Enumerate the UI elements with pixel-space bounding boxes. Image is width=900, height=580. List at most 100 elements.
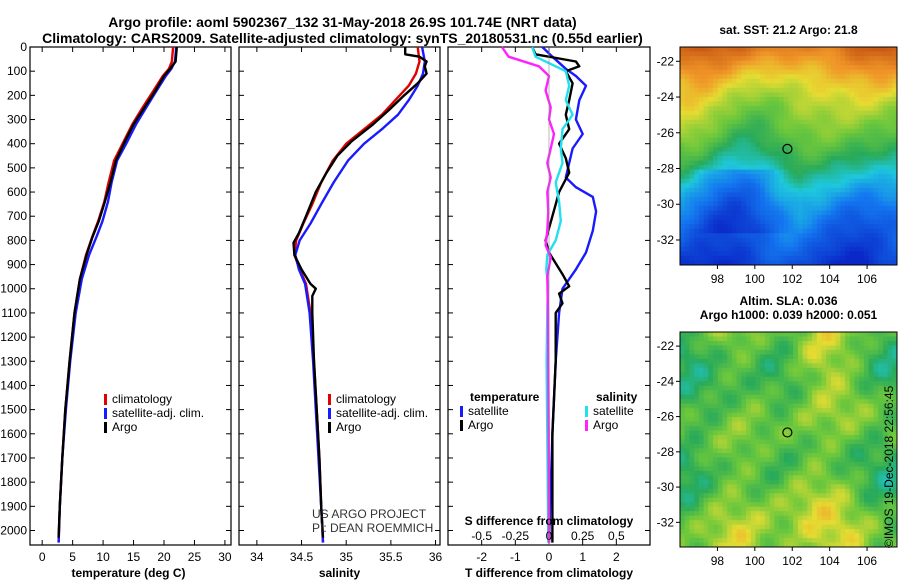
sst-map-cell: [821, 237, 827, 243]
sla-map-cell: [849, 520, 855, 526]
sst-map-cell: [779, 146, 785, 152]
sla-map-cell: [689, 529, 695, 534]
sst-map-cell: [680, 87, 686, 93]
sst-map-cell: [863, 237, 870, 243]
sst-map-cell: [793, 124, 799, 130]
sla-map-cell: [868, 363, 874, 369]
sst-map-cell: [694, 228, 700, 234]
sla-map-cell: [727, 336, 733, 342]
sla-map-cell: [821, 520, 827, 526]
sla-map-cell: [736, 408, 742, 414]
sst-map-cell: [821, 69, 827, 75]
sla-map-cell: [774, 475, 780, 481]
sla-map-cell: [788, 340, 794, 346]
sla-map-cell: [873, 470, 879, 476]
sst-map-cell: [750, 201, 756, 207]
sla-map-cell: [764, 435, 771, 440]
sla-map-cell: [830, 448, 837, 454]
temperature-xtick-label: 30: [218, 550, 232, 564]
sla-map-cell: [713, 479, 719, 485]
sla-map-cell: [807, 457, 813, 463]
sla-map-cell: [727, 426, 733, 431]
sla-map-cell: [868, 358, 874, 364]
sst-map-cell: [779, 201, 785, 207]
sla-map-cell: [816, 497, 822, 503]
sst-map-cell: [845, 210, 851, 216]
sst-map-cell: [887, 96, 893, 102]
sla-map-cell: [769, 439, 775, 445]
sla-map-cell: [830, 394, 837, 400]
sla-map-cell: [840, 390, 846, 396]
depth-tick-label: 400: [7, 137, 27, 151]
sst-map-cell: [769, 65, 775, 71]
sst-map-cell: [826, 56, 832, 62]
sst-map-cell: [750, 151, 756, 157]
sla-map-cell: [774, 520, 780, 526]
sst-map-cell: [873, 74, 879, 80]
sla-map-cell: [863, 497, 870, 503]
sla-map-cell: [816, 426, 822, 431]
sst-map-cell: [821, 246, 827, 252]
sst-map-cell: [802, 83, 808, 89]
sst-map-cell: [689, 183, 695, 189]
sst-map-cell: [783, 237, 789, 243]
sst-map-cell: [807, 224, 813, 230]
sla-map-cell: [764, 493, 771, 499]
sst-map-cell: [760, 69, 766, 75]
sst-map-cell: [816, 242, 822, 248]
sst-map-cell: [755, 60, 761, 66]
sst-map-cell: [703, 60, 709, 66]
sst-map-cell: [769, 92, 775, 98]
sst-map-cell: [755, 133, 761, 139]
sla-map-cell: [868, 461, 874, 467]
sla-map-cell: [689, 390, 695, 396]
sla-map-cell: [835, 439, 841, 445]
sla-map-cell: [873, 542, 879, 548]
sla-map-cell: [807, 408, 813, 414]
sst-map-cell: [807, 246, 813, 252]
sla-map-cell: [703, 358, 709, 364]
sst-map-cell: [764, 151, 771, 157]
sla-map-cell: [783, 439, 789, 445]
sst-map-cell: [878, 192, 884, 198]
sla-map-cell: [779, 376, 785, 382]
sla-map-cell: [746, 488, 752, 494]
sla-map-cell: [774, 448, 780, 454]
sst-map-cell: [689, 133, 695, 139]
sst-map-cell: [736, 56, 742, 62]
sla-map-cell: [868, 367, 874, 373]
sla-map-cell: [689, 412, 695, 418]
sla-map-cell: [826, 448, 832, 454]
sla-map-cell: [868, 493, 874, 499]
sla-map-cell: [764, 381, 771, 387]
sla-map-cell: [849, 345, 855, 351]
sst-map-cell: [741, 96, 747, 102]
sla-map-cell: [736, 488, 742, 494]
sla-map-cell: [892, 435, 898, 440]
sst-map-cell: [722, 65, 728, 71]
sst-map-cell: [703, 106, 709, 111]
sst-map-cell: [741, 192, 747, 198]
sla-map-cell: [727, 511, 733, 517]
sla-map-cell: [694, 457, 700, 463]
sst-map-cell: [750, 178, 756, 184]
sst-map-cell: [788, 69, 794, 75]
sst-map-cell: [812, 74, 818, 80]
sla-map-cell: [760, 439, 766, 445]
sst-map-cell: [840, 160, 846, 166]
sst-map-cell: [830, 47, 837, 52]
sla-map-cell: [873, 399, 879, 405]
sst-map-cell: [812, 205, 818, 211]
sla-map-cell: [722, 533, 728, 539]
sst-map-cell: [863, 255, 870, 261]
sst-map-cell: [868, 255, 874, 261]
sst-map-cell: [859, 151, 865, 157]
sst-map-cell: [783, 60, 789, 66]
sla-map-cell: [821, 417, 827, 422]
sst-map-cell: [793, 56, 799, 62]
sst-map-cell: [845, 156, 851, 161]
sst-map-cell: [769, 110, 775, 116]
sla-map-cell: [736, 354, 742, 360]
sst-map-cell: [793, 106, 799, 111]
sla-map-cell: [807, 340, 813, 346]
